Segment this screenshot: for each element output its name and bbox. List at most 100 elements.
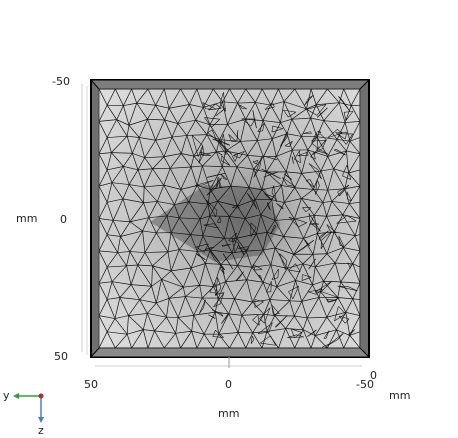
mesh-edge: [263, 314, 268, 332]
mesh-edge: [334, 313, 346, 322]
mesh-edge: [337, 297, 347, 313]
mesh-edge: [178, 249, 192, 269]
mesh-edge: [228, 134, 237, 142]
mesh-edge: [222, 101, 238, 104]
mesh-edge: [293, 254, 304, 265]
mesh-edge: [99, 218, 114, 221]
mesh-edge: [273, 171, 279, 174]
mesh-edge: [211, 309, 224, 317]
mesh-edge: [256, 214, 262, 235]
mesh-edge: [336, 329, 350, 336]
mesh-edge: [319, 290, 340, 299]
mesh-edge: [186, 135, 195, 157]
mesh-edge: [297, 151, 308, 157]
mesh-edge: [260, 214, 276, 221]
mesh-edge: [170, 270, 184, 288]
mesh-edge: [278, 89, 285, 102]
mesh-edge: [302, 274, 312, 278]
mesh-edge: [343, 247, 360, 252]
z-arrowhead-icon: [38, 417, 44, 423]
mesh-edge: [206, 177, 222, 196]
mesh-edge: [257, 140, 264, 157]
mesh-edge: [208, 314, 216, 319]
mesh-box: [81, 79, 371, 368]
mesh-edge: [240, 119, 246, 142]
mesh-edge: [270, 247, 276, 265]
mesh-edge: [348, 172, 360, 187]
mesh-edge: [202, 165, 211, 190]
mesh-edge: [349, 203, 360, 219]
mesh-edge: [217, 277, 222, 289]
mesh-edge: [302, 263, 313, 286]
mesh-edge: [99, 121, 108, 138]
mesh-edge: [143, 186, 145, 203]
mesh-edge: [157, 201, 168, 217]
mesh-edge: [295, 280, 303, 302]
mesh-edge: [203, 312, 216, 335]
mesh-edge: [111, 281, 132, 285]
box-bottom-face: [89, 347, 371, 358]
mesh-edge: [240, 141, 248, 156]
mesh-edge: [144, 251, 168, 253]
mesh-edge: [334, 262, 341, 282]
mesh-edge: [148, 201, 158, 218]
mesh-edge: [219, 216, 222, 223]
mesh-edge: [247, 246, 249, 251]
mesh-edge: [196, 89, 204, 108]
mesh-edge: [333, 168, 346, 189]
mesh-edge: [349, 121, 360, 142]
mesh-edge: [344, 110, 354, 113]
mesh-edge: [349, 331, 360, 336]
mesh-edge: [155, 104, 170, 109]
mesh-edge: [161, 279, 170, 299]
mesh-edge: [326, 247, 344, 255]
mesh-edge: [129, 251, 139, 266]
mesh-edge: [252, 160, 259, 163]
mesh-edge: [236, 166, 254, 170]
mesh-edge: [111, 135, 128, 153]
mesh-edge: [220, 140, 230, 146]
mesh-edge: [322, 139, 327, 149]
mesh-edge: [215, 277, 218, 296]
mesh-edge: [202, 145, 205, 154]
mesh-edge: [216, 173, 225, 176]
mesh-edge: [225, 150, 238, 168]
mesh-edge: [185, 296, 203, 299]
mesh-edge: [99, 137, 108, 154]
mesh-edge: [310, 156, 316, 160]
mesh-edge: [314, 317, 328, 336]
mesh-edge: [234, 279, 248, 299]
mesh-edge: [263, 313, 275, 316]
mesh-edge: [170, 217, 180, 233]
mesh-edge: [337, 191, 340, 197]
mesh-edge: [117, 252, 127, 267]
mesh-edge: [186, 134, 207, 136]
mesh-edge: [214, 297, 219, 313]
mesh-edge: [151, 278, 162, 287]
mesh-edge: [137, 157, 145, 171]
mesh-edge: [190, 267, 200, 286]
mesh-edge: [157, 201, 175, 205]
mesh-edge: [342, 214, 360, 219]
mesh-edge: [334, 231, 356, 236]
mesh-edge: [205, 263, 222, 265]
mesh-edge: [106, 119, 117, 138]
mesh-edge: [189, 104, 197, 121]
mesh-edge: [213, 293, 225, 307]
mesh-edge: [99, 283, 108, 300]
mesh-edge: [218, 313, 229, 335]
mesh-edge: [227, 118, 246, 125]
mesh-edge: [308, 213, 321, 232]
mesh-edge: [271, 185, 274, 193]
mesh-edge: [161, 270, 172, 280]
mesh-edge: [239, 104, 247, 110]
mesh-edge: [294, 89, 307, 110]
mesh-edge: [338, 235, 341, 246]
mesh-edge: [168, 89, 181, 109]
mesh-edge: [305, 207, 312, 213]
mesh-edge: [196, 254, 206, 260]
mesh-edge: [347, 262, 351, 269]
mesh-edge: [306, 104, 327, 110]
mesh-edge: [183, 284, 200, 288]
